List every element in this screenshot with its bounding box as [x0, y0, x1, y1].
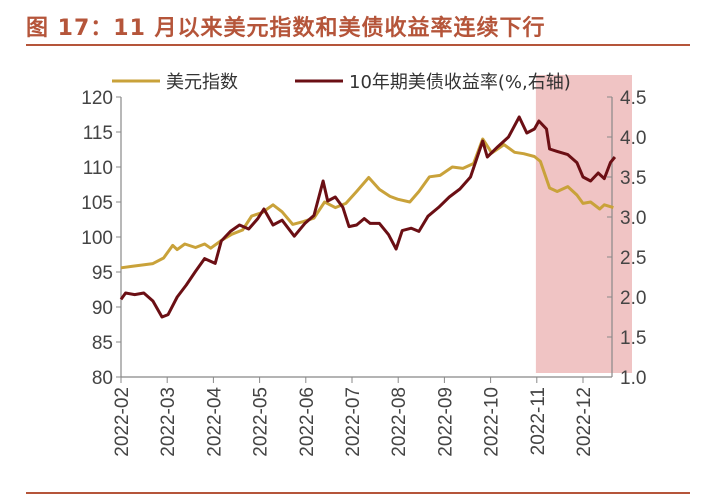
series-line-us10y-yield: [119, 115, 617, 319]
title-divider: [26, 44, 690, 46]
right-tick-label: 2.0: [620, 288, 646, 309]
x-tick-label: 2022-02: [112, 387, 133, 457]
right-tick-label: 1.5: [620, 328, 646, 349]
left-tick-label: 120: [81, 88, 113, 109]
x-tick-label: 2022-04: [204, 387, 225, 457]
left-tick-label: 80: [92, 368, 113, 389]
x-tick-label: 2022-06: [297, 387, 318, 457]
right-tick-label: 2.5: [620, 248, 646, 269]
right-tick-label: 4.5: [620, 88, 646, 109]
x-tick-label: 2022-12: [574, 387, 595, 457]
right-tick-label: 1.0: [620, 368, 646, 389]
x-tick-label: 2022-03: [158, 387, 179, 457]
bottom-divider: [26, 492, 690, 494]
left-tick-label: 90: [92, 298, 113, 319]
series-line-usd-index: [120, 137, 614, 270]
right-tick-label: 3.5: [620, 168, 646, 189]
x-tick-label: 2022-05: [251, 387, 272, 457]
left-tick-label: 110: [83, 158, 113, 179]
x-tick-label: 2022-11: [528, 387, 549, 455]
legend-label: 10年期美债收益率(%,右轴): [349, 72, 571, 93]
left-tick-label: 105: [81, 193, 113, 214]
chart-title: 图 17：11 月以来美元指数和美债收益率连续下行: [26, 16, 546, 41]
right-tick-label: 3.0: [620, 208, 646, 229]
highlight-region: [535, 75, 632, 373]
x-tick-label: 2022-08: [389, 387, 410, 457]
x-tick-label: 2022-10: [482, 387, 503, 457]
x-tick-label: 2022-07: [343, 387, 364, 457]
left-tick-label: 115: [83, 123, 113, 144]
x-tick-label: 2022-09: [435, 387, 456, 457]
left-tick-label: 100: [81, 228, 113, 249]
right-tick-label: 4.0: [620, 128, 646, 149]
legend-label: 美元指数: [166, 72, 238, 93]
left-tick-label: 95: [92, 263, 113, 284]
left-tick-label: 85: [92, 333, 113, 354]
